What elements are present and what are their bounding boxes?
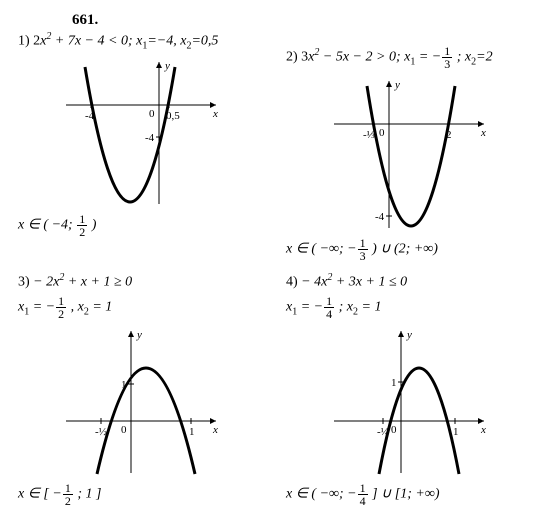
problem-2-inequality: 2) 3x2 − 5x − 2 > 0; x1 = −13 ; x2=2 bbox=[286, 45, 532, 70]
svg-text:-4: -4 bbox=[375, 211, 385, 223]
svg-text:0: 0 bbox=[391, 424, 397, 436]
problem-3-inequality: 3) − 2x2 + x + 1 ≥ 0 bbox=[18, 272, 264, 291]
problem-2-answer: x ∈ ( −∞; −13 ) ∪ (2; +∞) bbox=[286, 237, 532, 262]
svg-text:1: 1 bbox=[453, 426, 459, 438]
problem-1: 1) 2x2 + 7x − 4 < 0; x1=−4, x2=0,5 x y 0 -4… bbox=[12, 29, 270, 264]
problem-4-chart: xy0-¼11 bbox=[329, 326, 489, 476]
svg-text:y: y bbox=[406, 329, 412, 341]
svg-text:y: y bbox=[136, 329, 142, 341]
problem-1-inequality: 1) 2x2 + 7x − 4 < 0; x1=−4, x2=0,5 bbox=[18, 31, 264, 51]
problem-3: 3) − 2x2 + x + 1 ≥ 0 x1 = −12 , x2 = 1 x… bbox=[12, 270, 270, 509]
svg-text:1: 1 bbox=[189, 426, 195, 438]
problem-3-roots: x1 = −12 , x2 = 1 bbox=[18, 295, 264, 320]
problem-2: 2) 3x2 − 5x − 2 > 0; x1 = −13 ; x2=2 x y 0… bbox=[280, 43, 538, 264]
problem-2-chart: xy0-⅓2-4 bbox=[329, 76, 489, 231]
problem-3-answer: x ∈ [ −12 ; 1 ] bbox=[18, 482, 264, 507]
problem-1-answer: x ∈ ( −4; 12 ) bbox=[18, 213, 264, 238]
problem-3-chart: xy0-½11 bbox=[61, 326, 221, 476]
svg-text:-4: -4 bbox=[145, 132, 155, 144]
svg-text:x: x bbox=[480, 424, 486, 436]
problem-4-inequality: 4) − 4x2 + 3x + 1 ≤ 0 bbox=[286, 272, 532, 291]
problem-4: 4) − 4x2 + 3x + 1 ≤ 0 x1 = −14 ; x2 = 1 … bbox=[280, 270, 538, 509]
svg-text:-⅓: -⅓ bbox=[363, 129, 375, 141]
svg-text:y: y bbox=[394, 79, 400, 91]
svg-text:x: x bbox=[212, 108, 218, 120]
problem-4-roots: x1 = −14 ; x2 = 1 bbox=[286, 295, 532, 320]
problem-4-answer: x ∈ ( −∞; −14 ] ∪ [1; +∞) bbox=[286, 482, 532, 507]
svg-text:y: y bbox=[164, 60, 170, 72]
svg-text:0: 0 bbox=[149, 108, 155, 120]
svg-text:x: x bbox=[480, 127, 486, 139]
svg-text:x: x bbox=[212, 424, 218, 436]
problems-grid: 1) 2x2 + 7x − 4 < 0; x1=−4, x2=0,5 x y 0 -4… bbox=[12, 29, 538, 515]
svg-text:0: 0 bbox=[121, 424, 127, 436]
svg-text:0: 0 bbox=[379, 127, 385, 139]
svg-text:1: 1 bbox=[391, 377, 397, 389]
exercise-number: 661. bbox=[72, 12, 538, 29]
svg-text:-½: -½ bbox=[95, 426, 107, 438]
problem-1-chart: xy0-40,5-4 bbox=[61, 57, 221, 207]
